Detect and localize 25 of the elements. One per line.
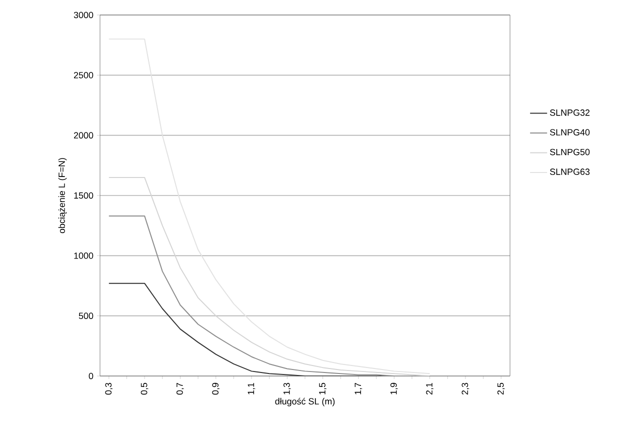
legend-label: SLNPG50 (550, 148, 590, 156)
y-tick-label: 1000 (74, 252, 94, 259)
x-tick-label: 1,1 (248, 382, 256, 394)
x-tick-label: 2,3 (462, 382, 470, 395)
legend-label: SLNPG63 (550, 168, 590, 175)
x-tick-label: 2,1 (426, 382, 434, 395)
x-tick-label: 0,3 (105, 382, 113, 395)
y-tick-label: 2000 (74, 132, 94, 139)
x-tick-label: 1,5 (319, 382, 326, 394)
x-tick-label: 1,3 (283, 382, 291, 394)
x-tick-label: 2,5 (497, 382, 505, 395)
x-tick-label: 0,5 (140, 382, 148, 395)
y-tick-label: 2500 (74, 72, 94, 78)
x-axis-title: długość SL (m) (275, 398, 335, 406)
y-tick-label: 0 (88, 372, 94, 380)
legend-label: SLNPG40 (550, 129, 590, 136)
y-axis-title: obciążenie L (F=N) (58, 158, 67, 234)
x-tick-label: 0,7 (176, 382, 184, 395)
y-tick-label: 1500 (74, 192, 94, 199)
legend-label: SLNPG32 (550, 109, 590, 116)
x-tick-label: 1,9 (390, 382, 398, 394)
x-tick-label: 1,7 (354, 382, 362, 394)
x-tick-label: 0,9 (212, 382, 220, 395)
y-tick-label: 500 (78, 312, 94, 320)
y-tick-label: 3000 (74, 12, 94, 18)
